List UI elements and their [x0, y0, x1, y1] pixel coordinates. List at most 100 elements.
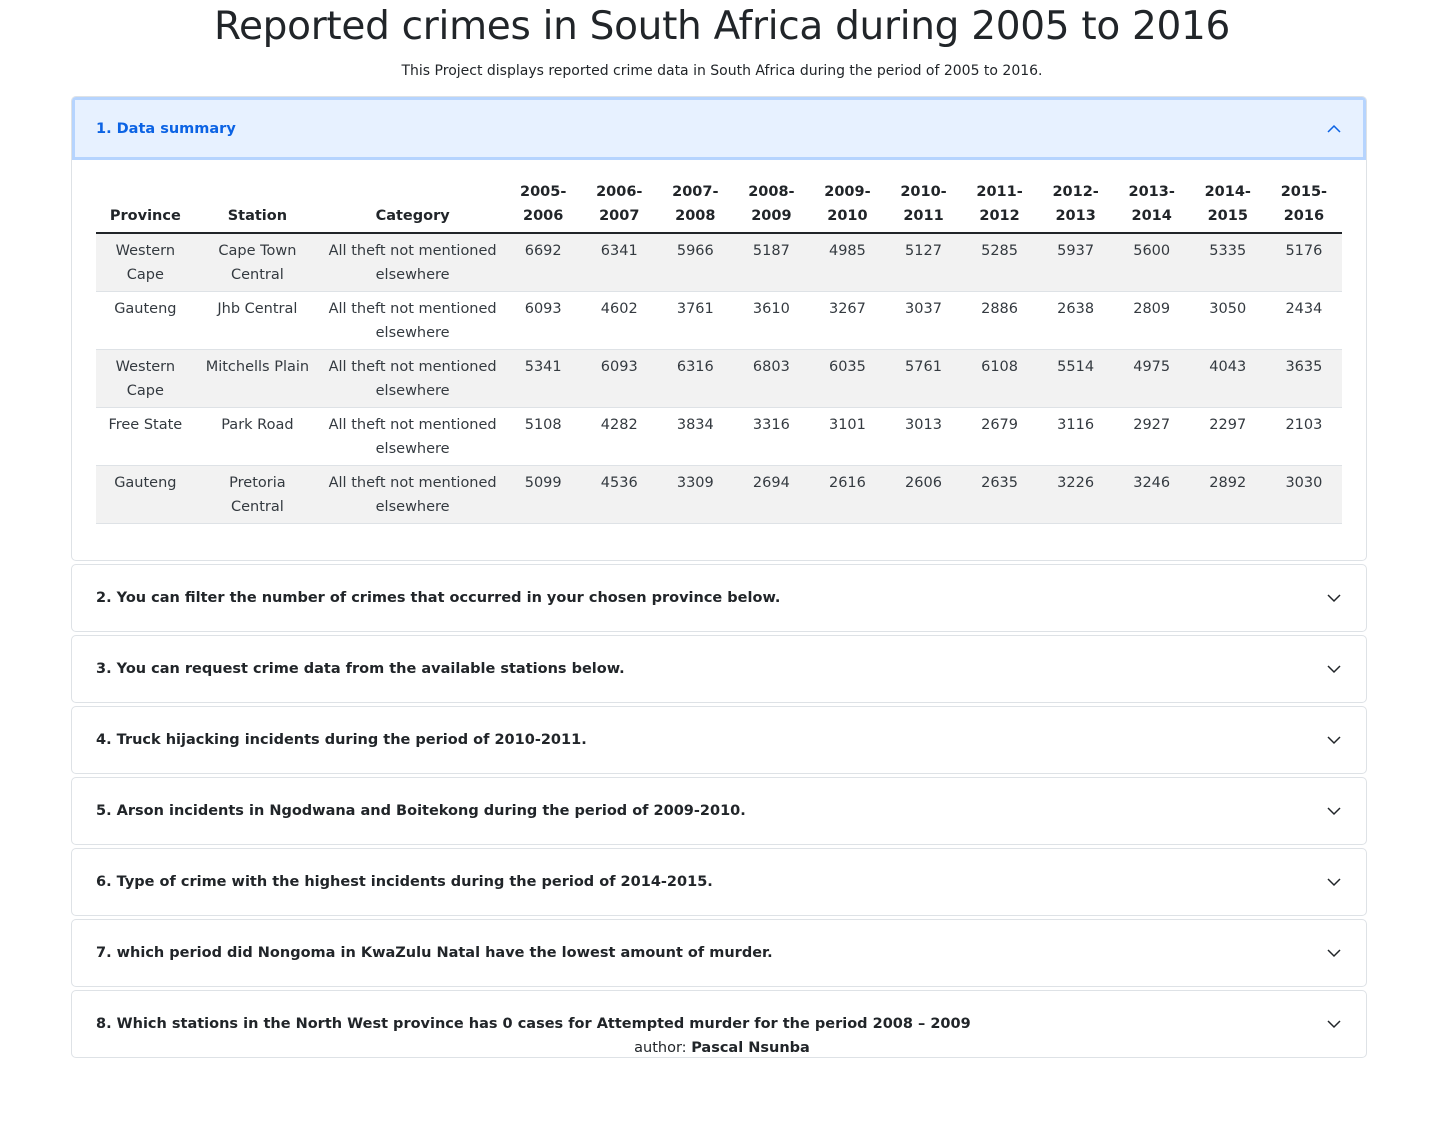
accordion-header-nongoma-murder[interactable]: 7. which period did Nongoma in KwaZulu N…	[72, 920, 1366, 986]
table-cell: Western Cape	[96, 349, 195, 408]
accordion-header-north-west-attempted-murder[interactable]: 8. Which stations in the North West prov…	[72, 991, 1366, 1057]
column-header: 2005-2006	[505, 174, 582, 234]
accordion-header-label: 4. Truck hijacking incidents during the …	[96, 732, 587, 748]
table-cell: 5514	[1037, 349, 1114, 408]
table-cell: Cape Town Central	[194, 233, 321, 292]
accordion-header-station-request[interactable]: 3. You can request crime data from the a…	[72, 636, 1366, 702]
table-cell: 5335	[1189, 233, 1266, 292]
table-cell: 5600	[1113, 233, 1190, 292]
table-cell: 6108	[961, 349, 1038, 408]
accordion-header-truck-hijacking[interactable]: 4. Truck hijacking incidents during the …	[72, 707, 1366, 773]
table-cell: 3246	[1113, 465, 1190, 524]
chevron-down-icon	[1327, 1020, 1341, 1029]
accordion-header-label: 6. Type of crime with the highest incide…	[96, 874, 713, 890]
column-header: Category	[320, 174, 506, 234]
table-cell: Pretoria Central	[194, 465, 321, 524]
table-cell: All theft not mentioned elsewhere	[320, 349, 506, 408]
table-cell: 2103	[1265, 407, 1342, 466]
author-name: Pascal Nsunba	[691, 1040, 810, 1056]
table-cell: 6803	[733, 349, 810, 408]
table-cell: 2886	[961, 291, 1038, 350]
table-cell: All theft not mentioned elsewhere	[320, 233, 506, 292]
table-cell: 3030	[1265, 465, 1342, 524]
table-header-row: Province Station Category 2005-2006 2006…	[96, 174, 1342, 234]
accordion-header-label: 1. Data summary	[96, 120, 236, 137]
table-cell: 4043	[1189, 349, 1266, 408]
table-cell: 2809	[1113, 291, 1190, 350]
table-cell: 5127	[885, 233, 962, 292]
table-cell: 3226	[1037, 465, 1114, 524]
footer: author: Pascal Nsunba	[0, 1040, 1444, 1056]
table-cell: 5761	[885, 349, 962, 408]
chevron-down-icon	[1327, 949, 1341, 958]
table-cell: 5108	[505, 407, 582, 466]
accordion-header-label: 2. You can filter the number of crimes t…	[96, 590, 781, 606]
accordion-body-data-summary: Province Station Category 2005-2006 2006…	[72, 160, 1366, 560]
table-row: Western Cape Cape Town Central All theft…	[96, 233, 1342, 292]
accordion-item-nongoma-murder: 7. which period did Nongoma in KwaZulu N…	[71, 919, 1367, 987]
accordion-header-province-filter[interactable]: 2. You can filter the number of crimes t…	[72, 565, 1366, 631]
table-cell: 4282	[581, 407, 658, 466]
chevron-down-icon	[1327, 807, 1341, 816]
table-cell: 3116	[1037, 407, 1114, 466]
page-subtitle: This Project displays reported crime dat…	[401, 63, 1043, 79]
table-cell: 2616	[809, 465, 886, 524]
table-row: Free State Park Road All theft not menti…	[96, 407, 1342, 466]
table-cell: Western Cape	[96, 233, 195, 292]
table-cell: 5937	[1037, 233, 1114, 292]
page-title: Reported crimes in South Africa during 2…	[213, 4, 1231, 49]
column-header: 2014-2015	[1189, 174, 1266, 234]
column-header: 2015-2016	[1265, 174, 1342, 234]
chevron-down-icon	[1327, 878, 1341, 887]
accordion-header-arson[interactable]: 5. Arson incidents in Ngodwana and Boite…	[72, 778, 1366, 844]
table-cell: All theft not mentioned elsewhere	[320, 291, 506, 350]
column-header: 2013-2014	[1113, 174, 1190, 234]
table-cell: 6093	[505, 291, 582, 350]
accordion-header-highest-crime[interactable]: 6. Type of crime with the highest incide…	[72, 849, 1366, 915]
table-cell: 4602	[581, 291, 658, 350]
table-cell: 2635	[961, 465, 1038, 524]
table-cell: 3101	[809, 407, 886, 466]
table-cell: 5966	[657, 233, 734, 292]
table-cell: 6035	[809, 349, 886, 408]
column-header: 2009-2010	[809, 174, 886, 234]
table-cell: 3013	[885, 407, 962, 466]
accordion-header-data-summary[interactable]: 1. Data summary	[72, 97, 1366, 160]
table-body: Western Cape Cape Town Central All theft…	[96, 233, 1342, 524]
table-cell: 3037	[885, 291, 962, 350]
column-header: 2011-2012	[961, 174, 1038, 234]
accordion-item-data-summary: 1. Data summary Province Station Categor…	[71, 96, 1367, 561]
accordion-item-north-west-attempted-murder: 8. Which stations in the North West prov…	[71, 990, 1367, 1058]
column-header: 2006-2007	[581, 174, 658, 234]
table-cell: Gauteng	[96, 291, 195, 350]
data-summary-table: Province Station Category 2005-2006 2006…	[96, 174, 1342, 524]
table-cell: 5285	[961, 233, 1038, 292]
table-cell: 2892	[1189, 465, 1266, 524]
table-cell: All theft not mentioned elsewhere	[320, 465, 506, 524]
table-cell: 4536	[581, 465, 658, 524]
table-cell: 6316	[657, 349, 734, 408]
table-cell: 6341	[581, 233, 658, 292]
table-cell: Park Road	[194, 407, 321, 466]
accordion-header-label: 7. which period did Nongoma in KwaZulu N…	[96, 945, 773, 961]
table-cell: Mitchells Plain	[194, 349, 321, 408]
table-cell: 3834	[657, 407, 734, 466]
table-cell: 4975	[1113, 349, 1190, 408]
table-cell: 2434	[1265, 291, 1342, 350]
column-header: 2012-2013	[1037, 174, 1114, 234]
table-cell: 3050	[1189, 291, 1266, 350]
column-header: Province	[96, 174, 195, 234]
accordion-header-label: 8. Which stations in the North West prov…	[96, 1016, 971, 1032]
table-cell: 2679	[961, 407, 1038, 466]
table-cell: 3610	[733, 291, 810, 350]
accordion-header-label: 3. You can request crime data from the a…	[96, 661, 625, 677]
table-cell: 2694	[733, 465, 810, 524]
accordion-item-station-request: 3. You can request crime data from the a…	[71, 635, 1367, 703]
table-cell: 2927	[1113, 407, 1190, 466]
table-cell: All theft not mentioned elsewhere	[320, 407, 506, 466]
table-row: Gauteng Jhb Central All theft not mentio…	[96, 291, 1342, 350]
table-cell: 3316	[733, 407, 810, 466]
table-cell: 2297	[1189, 407, 1266, 466]
chevron-down-icon	[1327, 594, 1341, 603]
table-cell: 4985	[809, 233, 886, 292]
